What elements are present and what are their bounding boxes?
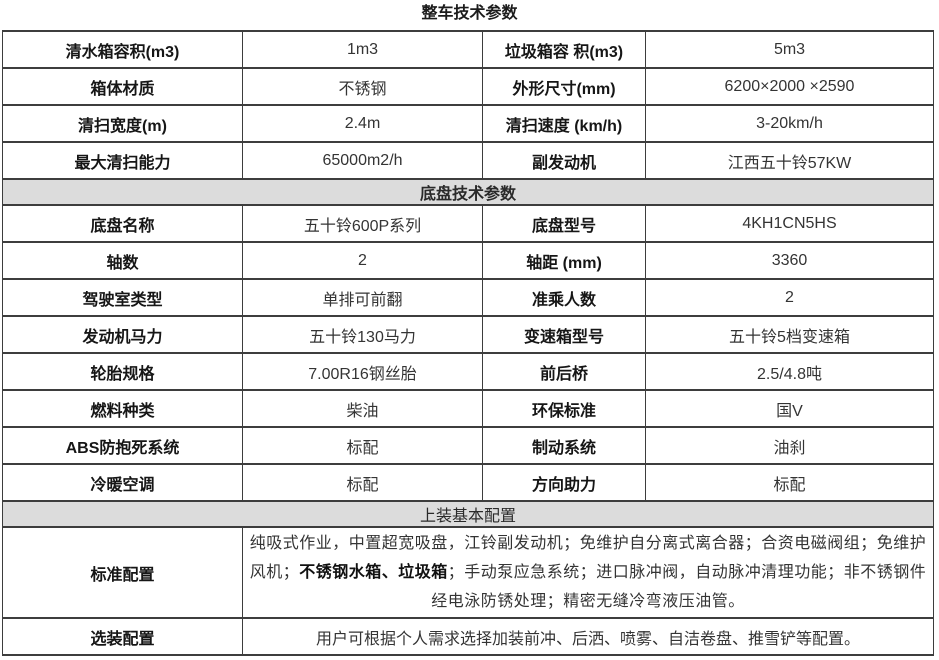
table-row: 清扫宽度(m) 2.4m 清扫速度 (km/h) 3-20km/h — [2, 104, 934, 143]
spec-label: 清水箱容积(m3) — [2, 30, 243, 69]
spec-label: 轮胎规格 — [2, 352, 243, 391]
spec-label: 选装配置 — [2, 617, 243, 656]
spec-label: 标准配置 — [2, 526, 243, 619]
spec-value: 单排可前翻 — [242, 278, 483, 317]
spec-value: 油刹 — [645, 426, 934, 465]
table-row: 轮胎规格 7.00R16钢丝胎 前后桥 2.5/4.8吨 — [2, 352, 934, 391]
table-row: 燃料种类 柴油 环保标准 国V — [2, 389, 934, 428]
spec-value: 3360 — [645, 241, 934, 280]
spec-label: 最大清扫能力 — [2, 141, 243, 180]
table-row: 清水箱容积(m3) 1m3 垃圾箱容 积(m3) 5m3 — [2, 30, 934, 69]
spec-label: 轴数 — [2, 241, 243, 280]
spec-value: 4KH1CN5HS — [645, 204, 934, 243]
standard-config-text: 纯吸式作业，中置超宽吸盘，江铃副发动机；免维护自分离式离合器；合资电磁阀组；免维… — [242, 526, 934, 619]
table-row: 选装配置 用户可根据个人需求选择加装前冲、后洒、喷雾、自洁卷盘、推雪铲等配置。 — [2, 617, 934, 656]
spec-label: 环保标准 — [482, 389, 646, 428]
table-row: 轴数 2 轴距 (mm) 3360 — [2, 241, 934, 280]
spec-label: 方向助力 — [482, 463, 646, 502]
spec-label: ABS防抱死系统 — [2, 426, 243, 465]
spec-label: 制动系统 — [482, 426, 646, 465]
standard-config-text-before: 纯吸式作业，中置超宽吸盘，江铃副发动机；免维护自分离式离合器；合资电磁阀组；免维… — [249, 535, 927, 581]
table-row: 冷暖空调 标配 方向助力 标配 — [2, 463, 934, 502]
table-row: 标准配置 纯吸式作业，中置超宽吸盘，江铃副发动机；免维护自分离式离合器；合资电磁… — [2, 526, 934, 619]
spec-value: 标配 — [242, 463, 483, 502]
spec-label: 驾驶室类型 — [2, 278, 243, 317]
spec-value: 1m3 — [242, 30, 483, 69]
spec-value: 不锈钢 — [242, 67, 483, 106]
spec-label: 清扫宽度(m) — [2, 104, 243, 143]
optional-config-text: 用户可根据个人需求选择加装前冲、后洒、喷雾、自洁卷盘、推雪铲等配置。 — [242, 617, 934, 656]
spec-label: 箱体材质 — [2, 67, 243, 106]
spec-value: 5m3 — [645, 30, 934, 69]
spec-label: 清扫速度 (km/h) — [482, 104, 646, 143]
spec-value: 6200×2000 ×2590 — [645, 67, 934, 106]
spec-label: 垃圾箱容 积(m3) — [482, 30, 646, 69]
spec-value: 2.4m — [242, 104, 483, 143]
spec-value: 标配 — [242, 426, 483, 465]
spec-table: 清水箱容积(m3) 1m3 垃圾箱容 积(m3) 5m3 箱体材质 不锈钢 外形… — [2, 30, 934, 656]
standard-config-text-bold: 不锈钢水箱、垃圾箱 — [299, 564, 448, 581]
spec-label: 外形尺寸(mm) — [482, 67, 646, 106]
section-header-config: 上装基本配置 — [2, 500, 934, 528]
page-title: 整车技术参数 — [421, 5, 518, 22]
spec-value: 国V — [645, 389, 934, 428]
table-row: 底盘技术参数 — [2, 178, 934, 206]
section-header-chassis: 底盘技术参数 — [2, 178, 934, 206]
spec-value: 7.00R16钢丝胎 — [242, 352, 483, 391]
table-row: 最大清扫能力 65000m2/h 副发动机 江西五十铃57KW — [2, 141, 934, 180]
spec-value: 五十铃130马力 — [242, 315, 483, 354]
spec-label: 副发动机 — [482, 141, 646, 180]
spec-label: 燃料种类 — [2, 389, 243, 428]
spec-label: 变速箱型号 — [482, 315, 646, 354]
table-row: 上装基本配置 — [2, 500, 934, 528]
table-row: 驾驶室类型 单排可前翻 准乘人数 2 — [2, 278, 934, 317]
spec-label: 轴距 (mm) — [482, 241, 646, 280]
spec-value: 65000m2/h — [242, 141, 483, 180]
spec-value: 2.5/4.8吨 — [645, 352, 934, 391]
spec-value: 标配 — [645, 463, 934, 502]
spec-label: 冷暖空调 — [2, 463, 243, 502]
spec-value: 江西五十铃57KW — [645, 141, 934, 180]
spec-label: 底盘型号 — [482, 204, 646, 243]
table-row: 箱体材质 不锈钢 外形尺寸(mm) 6200×2000 ×2590 — [2, 67, 934, 106]
spec-label: 准乘人数 — [482, 278, 646, 317]
spec-value: 3-20km/h — [645, 104, 934, 143]
spec-value: 柴油 — [242, 389, 483, 428]
spec-value: 五十铃600P系列 — [242, 204, 483, 243]
table-row: 底盘名称 五十铃600P系列 底盘型号 4KH1CN5HS — [2, 204, 934, 243]
standard-config-text-after: ；手动泵应急系统；进口脉冲阀，自动脉冲清理功能；非不锈钢件经电泳防锈处理；精密无… — [431, 564, 927, 610]
spec-value: 2 — [242, 241, 483, 280]
spec-label: 前后桥 — [482, 352, 646, 391]
spec-label: 发动机马力 — [2, 315, 243, 354]
table-row: ABS防抱死系统 标配 制动系统 油刹 — [2, 426, 934, 465]
table-row: 发动机马力 五十铃130马力 变速箱型号 五十铃5档变速箱 — [2, 315, 934, 354]
spec-label: 底盘名称 — [2, 204, 243, 243]
spec-value: 五十铃5档变速箱 — [645, 315, 934, 354]
spec-value: 2 — [645, 278, 934, 317]
